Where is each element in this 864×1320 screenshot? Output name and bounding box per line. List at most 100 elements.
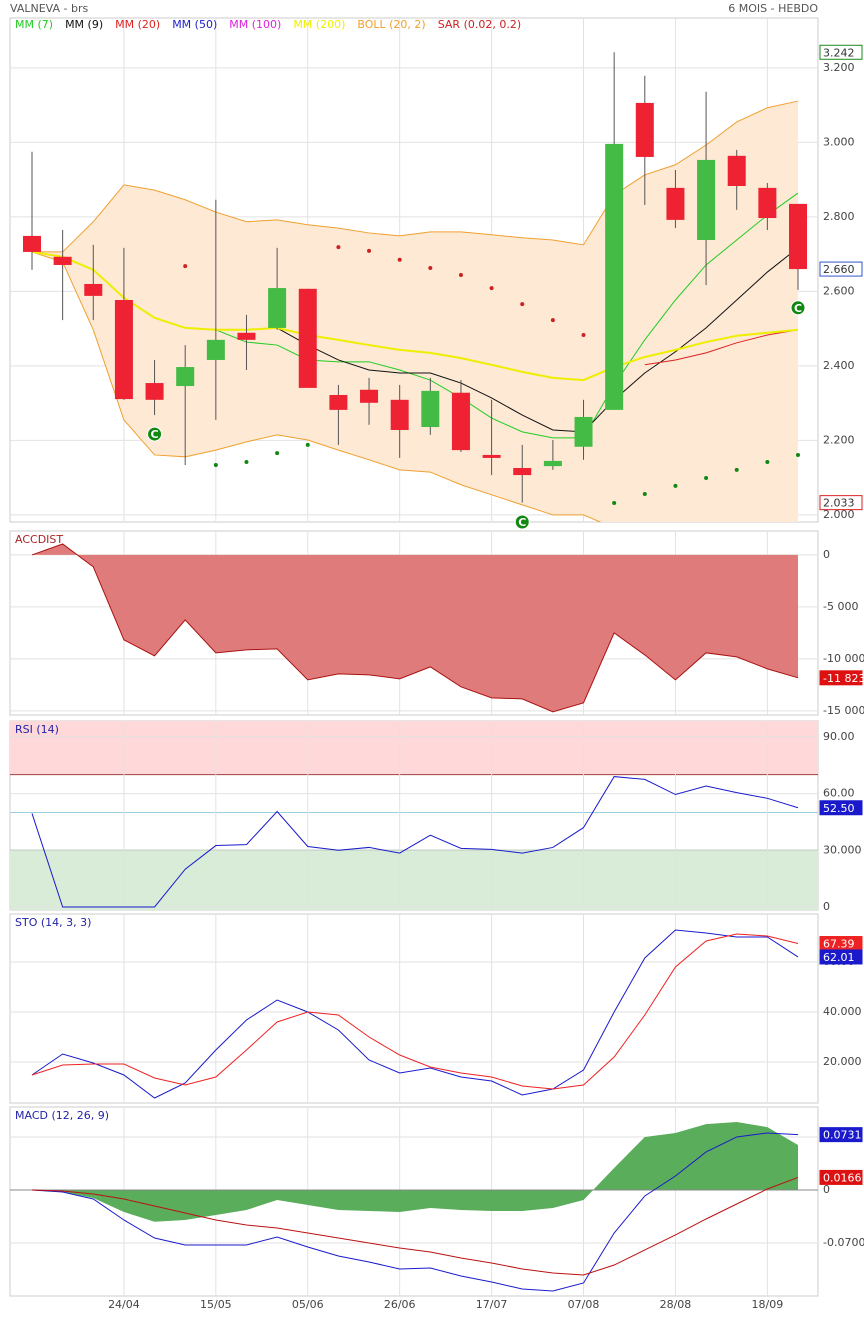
sar-dot [213, 463, 218, 468]
candle-body [84, 283, 103, 296]
sar-dot [305, 442, 310, 447]
y-tick-label: 30.000 [823, 843, 862, 856]
sar-dot [367, 248, 372, 253]
y-tick-label: -15 000 [823, 704, 864, 717]
sar-dot [397, 257, 402, 262]
signal-label: C [794, 302, 802, 315]
chart-subtitle: 6 MOIS - HEBDO [728, 2, 818, 15]
signal-marker [790, 300, 806, 316]
y-tick-label: -0.0700 [823, 1236, 864, 1249]
sar-dot [734, 467, 739, 472]
candle-body [329, 394, 348, 410]
x-tick-label: 07/08 [568, 1298, 600, 1311]
y-tick-label: 2.000 [823, 508, 855, 521]
candle-body [513, 467, 532, 476]
macd-histogram [32, 1121, 798, 1222]
bollinger-band [32, 101, 798, 522]
y-tick-label: 2.600 [823, 284, 855, 297]
macd-line [31, 1176, 799, 1276]
overbought-zone [10, 721, 818, 775]
value-marker-label: 0.0731 [823, 1129, 862, 1142]
candle-body [727, 155, 746, 186]
y-tick-label: -10 000 [823, 652, 864, 665]
panel-title: STO (14, 3, 3) [15, 916, 91, 929]
value-marker-label: 2.660 [823, 263, 855, 276]
candle-body [758, 187, 777, 219]
moving-average [276, 247, 799, 433]
sar-dot [550, 318, 555, 323]
candle-body [666, 187, 685, 220]
sar-dot [642, 492, 647, 497]
plot-area [10, 721, 818, 910]
value-marker [819, 495, 863, 511]
y-tick-label: 2.800 [823, 210, 855, 223]
x-tick-label: 17/07 [476, 1298, 508, 1311]
sar-dot [458, 273, 463, 278]
x-tick-label: 28/08 [660, 1298, 692, 1311]
sar-dot [673, 483, 678, 488]
candle-body [697, 159, 716, 241]
y-tick-label: 0 [823, 548, 830, 561]
signal-marker [514, 514, 530, 530]
legend-entry: MM (20) [115, 18, 160, 31]
y-tick-label: 3.000 [823, 135, 855, 148]
candle-body [789, 203, 807, 270]
legend-entry: MM (50) [172, 18, 217, 31]
legend-entry: MM (7) [15, 18, 53, 31]
x-tick-label: 15/05 [200, 1298, 232, 1311]
value-marker-label: 2.033 [823, 497, 855, 510]
value-marker [819, 670, 863, 686]
sar-dot [704, 476, 709, 481]
candle-body [176, 367, 195, 387]
y-tick-label: 2.200 [823, 433, 855, 446]
candle-body [53, 256, 72, 265]
signal-label: C [151, 428, 159, 441]
x-tick-label: 26/06 [384, 1298, 416, 1311]
value-marker-label: -11 823 [823, 672, 864, 685]
sar-dot [796, 452, 800, 457]
rsi-line [31, 776, 799, 908]
y-tick-label: 2.400 [823, 359, 855, 372]
sar-dot [275, 451, 280, 456]
candle-body [145, 383, 164, 400]
sar-dot [520, 302, 525, 307]
candle-body [114, 299, 133, 400]
candle-body [268, 288, 287, 328]
sar-dot [489, 286, 494, 291]
value-marker-label: 67.39 [823, 938, 855, 951]
plot-area [10, 531, 818, 715]
candle-body [605, 143, 624, 410]
macd-line [31, 1132, 799, 1292]
candle-body [23, 235, 41, 252]
candle-body [237, 332, 256, 340]
legend-entry: SAR (0.02, 0.2) [438, 18, 521, 31]
plot-area [10, 914, 818, 1103]
plot-area [10, 1107, 818, 1296]
value-marker [819, 949, 863, 965]
panel-title: RSI (14) [15, 723, 59, 736]
y-tick-label: 0 [823, 900, 830, 913]
value-marker-label: 52.50 [823, 802, 855, 815]
legend-entry: MM (100) [229, 18, 281, 31]
candle-body [390, 399, 409, 430]
value-marker-label: 3.242 [823, 46, 855, 59]
candle-body [635, 102, 654, 157]
panel [9, 913, 819, 1104]
candle-body [543, 460, 562, 467]
accdist-area-line [31, 543, 799, 713]
sar-dot [428, 265, 433, 270]
y-tick-label: 0 [823, 1183, 830, 1196]
sar-dot [183, 264, 188, 269]
moving-average [644, 329, 799, 366]
value-marker-label: 0.0166 [823, 1171, 862, 1184]
oversold-zone [10, 850, 818, 910]
y-tick-label: 90.00 [823, 730, 855, 743]
value-marker [819, 44, 863, 60]
bollinger-upper [32, 100, 799, 253]
candle-body [298, 288, 317, 388]
sar-dot [581, 333, 586, 338]
y-tick-label: 40.000 [823, 1005, 862, 1018]
sto-line [31, 933, 799, 1090]
candle-body [482, 454, 501, 458]
